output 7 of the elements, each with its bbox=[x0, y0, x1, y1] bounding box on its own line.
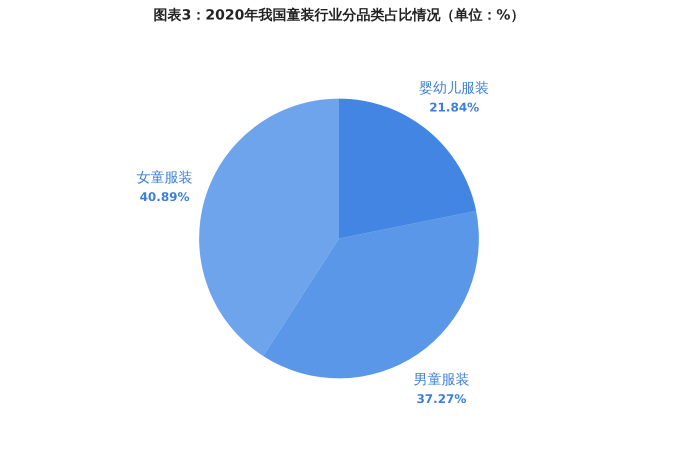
data-label: 40.89% bbox=[140, 190, 190, 204]
chart-title: 图表3：2020年我国童装行业分品类占比情况（单位：%） bbox=[154, 6, 524, 24]
data-label: 21.84% bbox=[429, 100, 480, 115]
data-label: 37.27% bbox=[416, 392, 466, 406]
slice-label: 婴幼儿服装 bbox=[419, 80, 490, 97]
slice-label: 男童服装 bbox=[413, 372, 470, 388]
slice-label: 女童服装 bbox=[136, 170, 193, 186]
